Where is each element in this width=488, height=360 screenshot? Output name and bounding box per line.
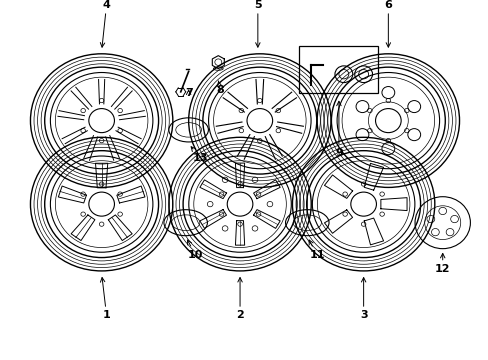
Bar	[299, 46, 378, 93]
Text: 7: 7	[184, 88, 192, 98]
Text: 5: 5	[253, 0, 261, 47]
Text: 6: 6	[384, 0, 391, 47]
Text: 8: 8	[216, 81, 224, 95]
Text: 10: 10	[187, 240, 203, 260]
Text: 3: 3	[359, 278, 366, 320]
Text: 11: 11	[308, 240, 324, 260]
Text: 13: 13	[191, 147, 208, 163]
Text: 1: 1	[100, 278, 110, 320]
Text: 4: 4	[100, 0, 110, 47]
Text: 12: 12	[434, 253, 449, 274]
Text: 2: 2	[236, 278, 244, 320]
Text: 9: 9	[334, 101, 342, 158]
